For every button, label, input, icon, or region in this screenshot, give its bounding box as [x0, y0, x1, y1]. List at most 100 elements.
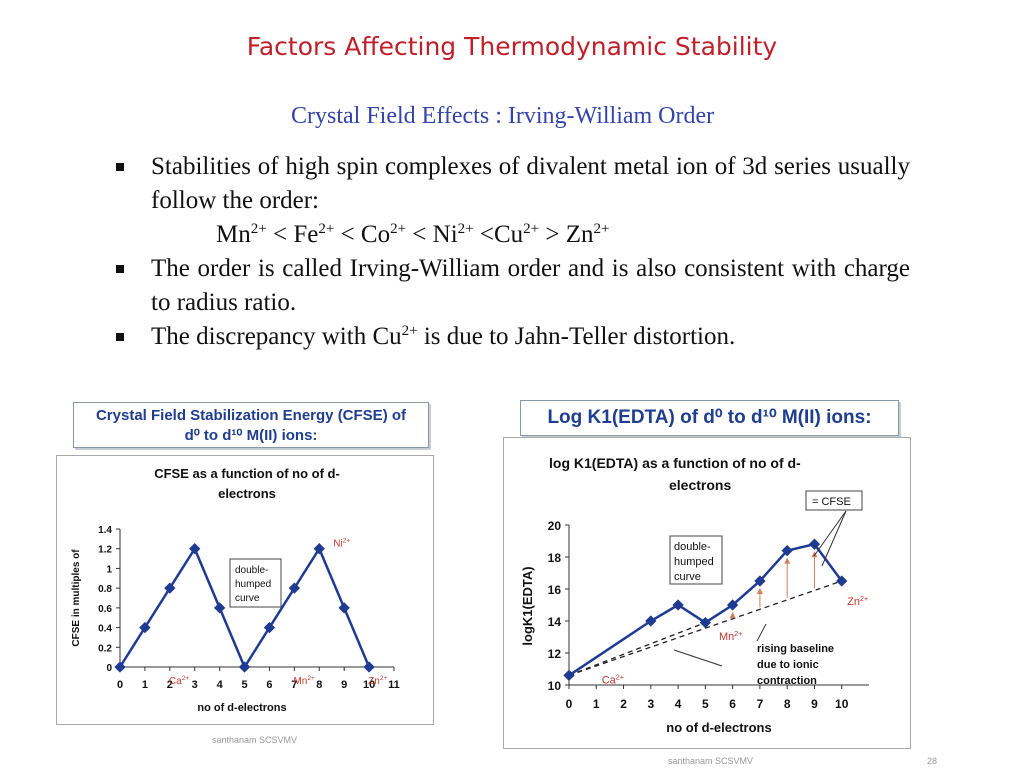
bullet-text: Stabilities of high spin complexes of di… — [151, 153, 910, 214]
ion-label: Ni2+ — [333, 538, 350, 550]
y-tick-label: 10 — [548, 679, 562, 693]
page-number: 28 — [927, 756, 938, 766]
order-operator: > — [539, 221, 566, 248]
annotation-text: curve — [235, 593, 260, 604]
data-point — [699, 616, 712, 629]
cfse-caption: Crystal Field Stabilization Energy (CFSE… — [73, 402, 429, 448]
ion-ni: Ni — [432, 221, 458, 248]
watermark-right: santhanam SCSVMV — [668, 756, 754, 766]
cfse-legend-box — [805, 490, 863, 511]
order-operator: < — [473, 221, 494, 248]
x-tick-label: 0 — [566, 697, 573, 711]
x-tick-label: 10 — [363, 679, 375, 691]
ion-label-charge: 2+ — [860, 595, 868, 603]
data-point — [213, 602, 226, 614]
y-tick-label: 14 — [548, 615, 562, 629]
ion-label: Ca2+ — [602, 673, 624, 686]
bullet-item-order: Stabilities of high spin complexes of di… — [110, 150, 910, 218]
legend-pointer-line — [821, 510, 847, 567]
chart-title: CFSE as a function of no of d- — [154, 466, 340, 481]
y-tick-label: 16 — [548, 583, 562, 597]
annotation-box — [669, 535, 723, 585]
annotation-text: double- — [235, 565, 268, 576]
ion-label-symbol: Ca — [602, 674, 617, 686]
x-axis-label: no of d-electrons — [197, 702, 286, 714]
ion-label-symbol: Zn — [368, 676, 380, 687]
x-tick-label: 7 — [291, 679, 297, 691]
x-tick-label: 9 — [341, 679, 347, 691]
bullet-text-pre: The discrepancy with Cu — [151, 323, 402, 350]
cfse-arrow-head — [784, 557, 791, 564]
bullet-text: The order is called Irving-William order… — [151, 255, 910, 316]
x-tick-label: 0 — [117, 679, 123, 691]
ion-charge: 2+ — [390, 221, 407, 237]
ion-cu: Cu — [493, 221, 524, 248]
order-operator: < — [406, 221, 433, 248]
watermark-left: santhanam SCSVMV — [212, 735, 298, 745]
x-tick-label: 8 — [784, 697, 791, 711]
ion-label-charge: 2+ — [307, 675, 315, 682]
ion-label: Ca2+ — [169, 675, 189, 687]
ion-charge: 2+ — [457, 221, 474, 237]
data-point — [238, 661, 251, 673]
y-tick-label: 0.8 — [98, 584, 112, 595]
baseline-note-text: due to ionic — [757, 659, 819, 671]
slide-subtitle: Crystal Field Effects : Irving-William O… — [291, 103, 715, 129]
x-tick-label: 4 — [675, 697, 682, 711]
x-tick-label: 6 — [729, 697, 736, 711]
bullet-list: Stabilities of high spin complexes of di… — [110, 150, 910, 354]
data-point — [808, 538, 821, 550]
logk-chart: log K1(EDTA) as a function of no of d-el… — [520, 455, 869, 735]
x-tick-label: 3 — [647, 697, 654, 711]
chart-title: log K1(EDTA) as a function of no of d- — [549, 455, 801, 471]
ion-zn: Zn — [565, 221, 594, 248]
baseline-note-pointer — [673, 649, 723, 667]
x-axis-label: no of d-electrons — [666, 720, 771, 735]
y-tick-label: 1.2 — [98, 545, 112, 556]
cfse-caption-line1: Crystal Field Stabilization Energy (CFSE… — [95, 407, 407, 424]
x-tick-label: 8 — [316, 679, 322, 691]
cfse-chart: CFSE as a function of no of d-electrons 0… — [71, 466, 400, 714]
ion-label: Zn2+ — [847, 595, 868, 608]
ion-mn: Mn — [216, 221, 251, 248]
ion-label-charge: 2+ — [182, 675, 190, 682]
ion-label-symbol: Mn — [293, 676, 307, 687]
baseline-note-text: contraction — [757, 675, 817, 687]
bullet-item-ratio: The order is called Irving-William order… — [110, 252, 910, 320]
data-point — [645, 615, 657, 627]
x-tick-label: 5 — [702, 697, 709, 711]
ion-co: Co — [360, 221, 391, 248]
annotation-text: curve — [674, 571, 701, 583]
legend-pointer-line — [813, 510, 847, 557]
data-point — [563, 669, 575, 682]
data-point — [164, 582, 176, 594]
y-axis-label: CFSE in multiples of — [71, 549, 82, 647]
y-tick-label: 0.2 — [98, 643, 112, 654]
cfse-arrow-head — [811, 551, 818, 558]
annotation-text: humped — [674, 556, 714, 568]
x-tick-label: 3 — [192, 679, 198, 691]
bullet-text-post: is due to Jahn-Teller distortion. — [417, 323, 736, 350]
ion-fe: Fe — [293, 221, 319, 248]
order-operator: < — [266, 221, 294, 248]
x-tick-label: 1 — [142, 679, 148, 691]
data-point — [672, 599, 684, 611]
cfse-chart-frame: CFSE as a function of no of d-electrons 0… — [56, 455, 434, 725]
x-tick-label: 7 — [757, 697, 764, 711]
ion-label-symbol: Ni — [333, 539, 342, 550]
data-point — [754, 575, 766, 587]
charge-superscript: 2+ — [401, 323, 418, 339]
cfse-arrow-head — [729, 612, 736, 618]
x-tick-label: 1 — [593, 697, 600, 711]
ion-label-charge: 2+ — [380, 675, 388, 682]
x-tick-label: 4 — [217, 679, 224, 691]
data-point — [338, 602, 350, 614]
ion-label-symbol: Mn — [719, 631, 734, 643]
data-point — [263, 621, 276, 634]
annotation-box — [229, 558, 282, 608]
baseline-note-pointer — [756, 623, 767, 642]
irving-william-order: Mn2+ < Fe2+ < Co2+ < Ni2+ <Cu2+ > Zn2+ — [110, 218, 910, 252]
ion-charge: 2+ — [523, 221, 540, 237]
ion-label-symbol: Ca — [169, 676, 182, 687]
ion-charge: 2+ — [318, 221, 335, 237]
